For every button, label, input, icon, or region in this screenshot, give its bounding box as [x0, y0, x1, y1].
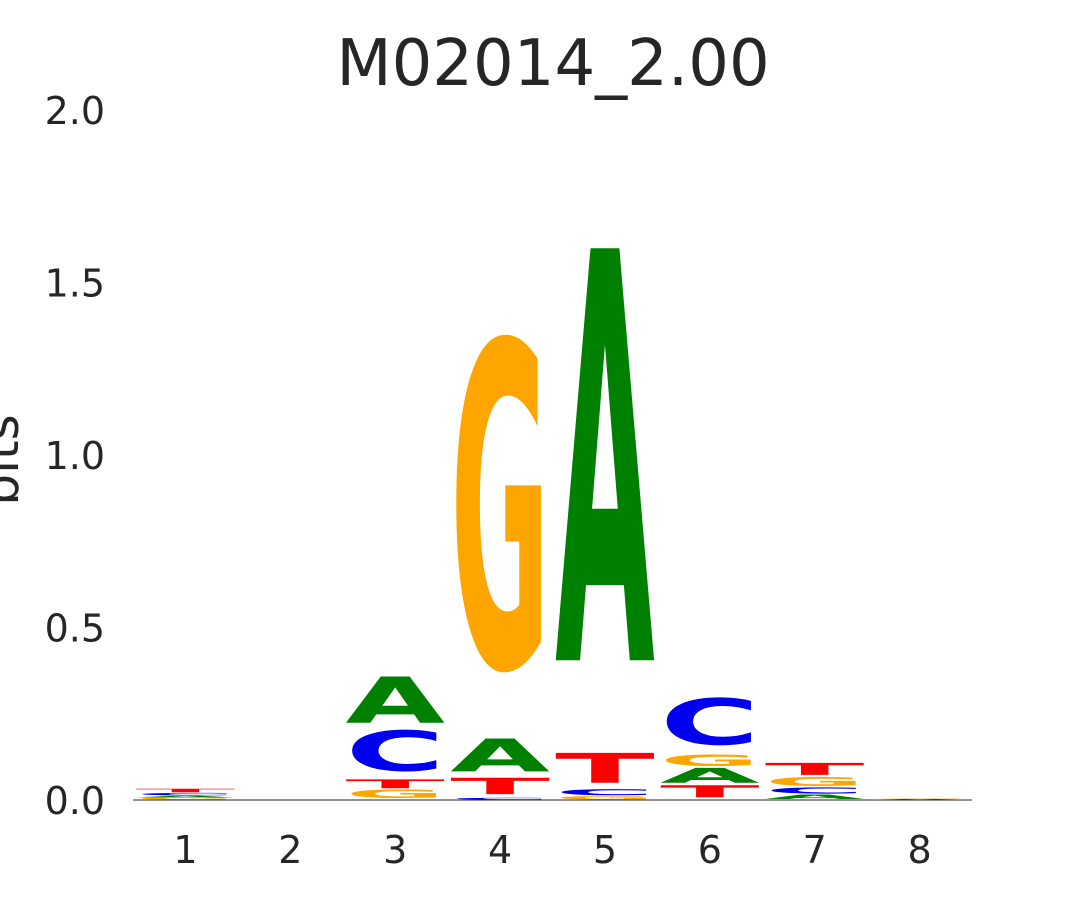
y-tick-label: 0.5	[45, 607, 105, 651]
logo-letter-g: G	[660, 751, 760, 770]
logo-letter-t: T	[660, 782, 760, 801]
x-tick-label: 8	[907, 828, 931, 872]
logo-letter-a: A	[660, 764, 760, 788]
y-tick-label: 1.5	[45, 262, 105, 306]
logo-letter-g: G	[345, 788, 445, 801]
logo-letter-g: G	[450, 253, 550, 773]
logo-letter-c: C	[765, 786, 865, 796]
logo-letter-g: G	[555, 796, 655, 801]
logo-letter-c: C	[660, 686, 760, 760]
x-tick-label: 2	[278, 828, 302, 872]
chart-title: M02014_2.00	[336, 27, 769, 101]
x-tick-label: 1	[173, 828, 197, 872]
x-tick-label: 5	[593, 828, 617, 872]
logo-letter-g: G	[870, 798, 970, 799]
y-axis-label: bits	[0, 414, 30, 505]
x-tick-label: 6	[698, 828, 722, 872]
y-tick-label: 2.0	[45, 89, 105, 133]
y-axis-ticks: 0.0 0.5 1.0 1.5 2.0	[45, 89, 105, 823]
logo-letter-a: A	[870, 799, 970, 800]
x-tick-label: 7	[803, 828, 827, 872]
logo-letter-c: C	[450, 797, 550, 800]
logo-letter-a: A	[345, 664, 445, 738]
logo-letter-t: T	[345, 777, 445, 791]
logo-letter-t: T	[555, 745, 655, 793]
logo-letter-a: A	[450, 730, 550, 782]
x-tick-label: 3	[383, 828, 407, 872]
y-tick-label: 0.0	[45, 779, 105, 823]
y-tick-label: 1.0	[45, 434, 105, 478]
logo-letter-a: A	[765, 793, 865, 800]
logo-letter-t: T	[765, 760, 865, 779]
logo-letter-a: A	[555, 136, 656, 794]
logo-letter-g: G	[136, 797, 236, 800]
logo-letter-c: C	[136, 792, 236, 796]
logo-letter-a: A	[136, 795, 236, 798]
logo-letter-t: T	[450, 773, 550, 799]
logo-letter-c: C	[345, 720, 445, 784]
logo-letter-t: T	[136, 788, 236, 794]
logo-letter-g: G	[765, 775, 865, 789]
logo-letter-c: C	[555, 788, 655, 798]
x-tick-label: 4	[488, 828, 512, 872]
x-axis-ticks: 1 2 3 4 5 6 7 8	[173, 828, 931, 872]
